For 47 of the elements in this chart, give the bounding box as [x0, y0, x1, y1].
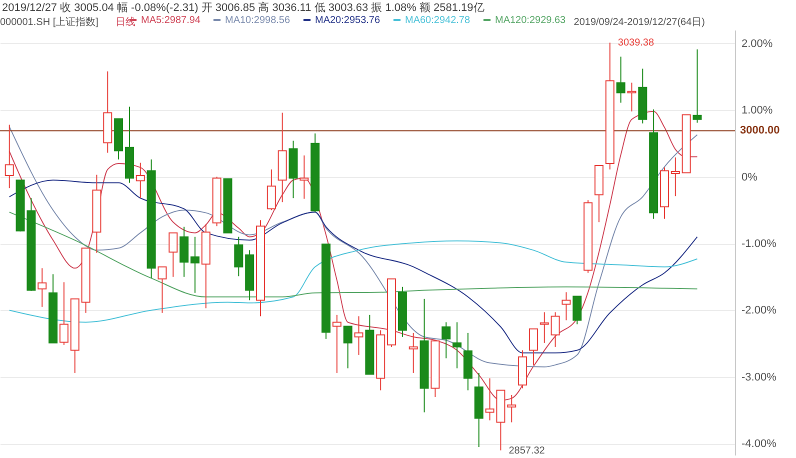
candlestick [343, 326, 352, 369]
y-tick-label: -2.00% [742, 304, 777, 317]
legend-label: MA20:2953.76 [315, 15, 380, 26]
candlestick [452, 322, 462, 369]
chart-title: 2019/12/27 收 3005.04 幅 -0.08%(-2.31) 开 3006.85 高 3036.11 低 3003.63 振 1.08% 额 2581.19亿 [2, 1, 484, 14]
annotation: 2857.32 [508, 445, 546, 456]
chart-subtitle: 2019/09/24-2019/12/27(64日) [574, 17, 705, 28]
text: 3000.00 [740, 124, 780, 137]
line-series [8, 180, 698, 354]
y-tick-label: -4.00% [742, 438, 777, 450]
y-tick-label: 0% [742, 171, 758, 184]
candlestick [670, 156, 680, 197]
candlestick [408, 332, 418, 374]
candlestick [190, 236, 200, 294]
candlestick [354, 316, 364, 356]
legend-label: MA10:2998.56 [225, 15, 290, 26]
candlestick [550, 312, 560, 348]
annotation: 3039.38 [618, 38, 654, 49]
legend-label: MA60:2942.78 [405, 15, 470, 26]
candlestick [300, 154, 309, 200]
candlestick [59, 282, 68, 346]
candlestick [266, 168, 276, 211]
candlestick [507, 394, 516, 423]
candlestick [528, 328, 538, 366]
candlestick [234, 236, 244, 277]
candlestick [168, 232, 178, 278]
y-tick-label: -3.00% [742, 371, 777, 384]
candlestick [627, 82, 636, 112]
candlestick [616, 56, 626, 104]
legend-label: MA120:2929.63 [495, 15, 566, 26]
line-series [8, 212, 698, 298]
text: 000001.SH [上证指数] [0, 16, 99, 28]
line-series [8, 126, 698, 368]
candlestick [692, 48, 702, 124]
candlestick [332, 314, 342, 374]
legend-label: MA5:2987.94 [141, 15, 201, 26]
candlestick [136, 162, 145, 199]
candlestick [540, 312, 549, 344]
y-tick-label: 2.00% [742, 38, 773, 50]
y-tick-label: -1.00% [742, 238, 777, 250]
candlestick [4, 124, 14, 189]
candlestick [562, 292, 571, 321]
candlestick [442, 322, 451, 359]
y-tick-label: 1.00% [742, 104, 773, 117]
candlestick [38, 268, 47, 308]
candlestick [158, 266, 167, 314]
line-series [8, 240, 698, 323]
